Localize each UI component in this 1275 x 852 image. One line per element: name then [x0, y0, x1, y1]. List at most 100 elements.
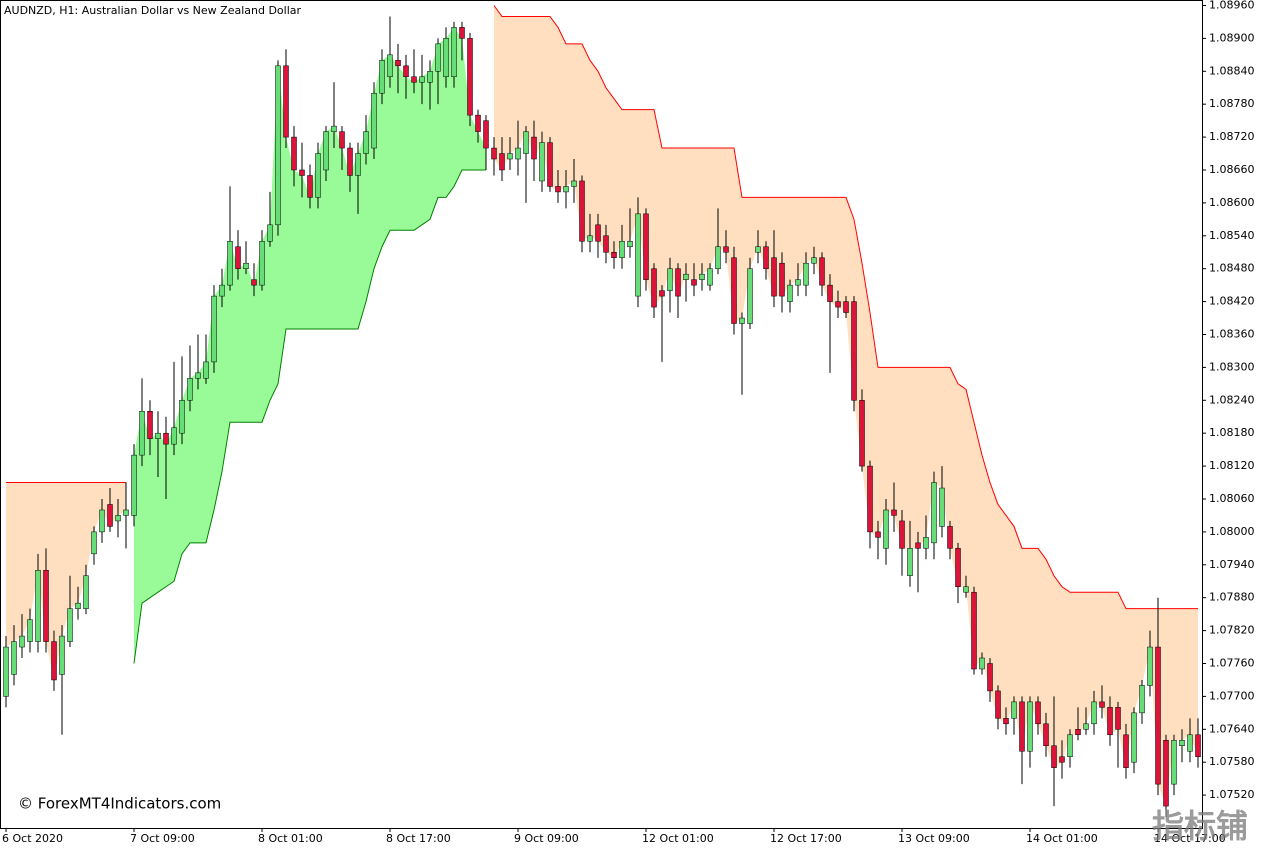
candle-body: [907, 548, 913, 577]
candle-body: [835, 301, 841, 308]
y-tick-label: 1.08060: [1209, 492, 1255, 505]
candle-body: [803, 262, 809, 286]
candle-body: [379, 60, 385, 94]
candle-body: [1123, 734, 1129, 768]
y-tick-label: 1.08300: [1209, 360, 1255, 373]
candle-body: [1027, 701, 1033, 752]
candle-body: [3, 646, 9, 697]
candle-body: [131, 454, 137, 516]
candle-body: [651, 268, 657, 308]
x-tick-label: 6 Oct 2020: [2, 832, 63, 845]
x-tick-label: 9 Oct 09:00: [514, 832, 579, 845]
x-tick-label: 12 Oct 01:00: [642, 832, 714, 845]
candle-body: [611, 251, 617, 258]
candle-body: [955, 548, 961, 587]
candle-body: [1059, 756, 1065, 763]
candle-body: [1091, 701, 1097, 725]
candle-body: [99, 509, 105, 533]
x-tick-label: 14 Oct 17:00: [1154, 832, 1226, 845]
candle-body: [715, 246, 721, 269]
x-tick-label: 14 Oct 01:00: [1026, 832, 1098, 845]
y-tick-label: 1.08660: [1209, 163, 1255, 176]
band-lines: [6, 5, 1198, 664]
candle-body: [451, 27, 457, 78]
candle-body: [859, 400, 865, 467]
candle-body: [539, 142, 545, 182]
candle-body: [499, 153, 505, 171]
candle-body: [507, 153, 513, 160]
y-tick-label: 1.08540: [1209, 229, 1255, 242]
y-tick-label: 1.08000: [1209, 525, 1255, 538]
candle-body: [1155, 646, 1161, 785]
candle-body: [723, 246, 729, 253]
candle-body: [891, 509, 897, 516]
candle-body: [187, 378, 193, 401]
candle-body: [107, 504, 113, 527]
candle-body: [435, 43, 441, 72]
candle-body: [1051, 745, 1057, 768]
y-tick-label: 1.07700: [1209, 689, 1255, 702]
candle-body: [675, 268, 681, 297]
candle-body: [691, 279, 697, 286]
candle-body: [83, 575, 89, 609]
candle-body: [219, 284, 225, 297]
candle-body: [115, 515, 121, 522]
candle-body: [547, 142, 553, 187]
band-fill: [6, 482, 126, 680]
y-tick-label: 1.08960: [1209, 0, 1255, 11]
candle-body: [35, 570, 41, 642]
chart-title: AUDNZD, H1: Australian Dollar vs New Zea…: [4, 4, 302, 17]
y-tick-label: 1.08780: [1209, 97, 1255, 110]
candle-body: [851, 301, 857, 401]
candle-body: [619, 241, 625, 258]
candle-body: [603, 235, 609, 253]
x-tick-label: 13 Oct 09:00: [898, 832, 970, 845]
candle-body: [427, 71, 433, 83]
y-tick-label: 1.08240: [1209, 393, 1255, 406]
candle-body: [707, 268, 713, 286]
y-tick-label: 1.07880: [1209, 591, 1255, 604]
watermark: 指标铺: [1152, 807, 1248, 845]
candle-body: [491, 147, 497, 160]
candle-body: [11, 641, 17, 675]
candle-body: [443, 38, 449, 78]
candle-body: [139, 411, 145, 456]
candle-body: [179, 400, 185, 434]
candle-body: [899, 520, 905, 549]
candle-body: [971, 591, 977, 670]
y-tick-label: 1.08600: [1209, 196, 1255, 209]
band-line: [6, 5, 1198, 610]
candle-body: [995, 690, 1001, 719]
candle-body: [19, 635, 25, 648]
candle-body: [699, 273, 705, 280]
candle-body: [275, 65, 281, 226]
candle-body: [155, 432, 161, 439]
y-tick-label: 1.07820: [1209, 624, 1255, 637]
candle-body: [923, 537, 929, 549]
candle-body: [331, 125, 337, 132]
candle-body: [75, 602, 81, 609]
y-tick-label: 1.08480: [1209, 262, 1255, 275]
candle-body: [531, 136, 537, 160]
candle-body: [1035, 701, 1041, 725]
candle-body: [739, 317, 745, 324]
band-line: [133, 169, 486, 664]
candle-body: [163, 432, 169, 445]
candle-body: [755, 246, 761, 253]
y-tick-label: 1.07520: [1209, 788, 1255, 801]
candle-body: [195, 372, 201, 379]
candle-body: [227, 241, 233, 286]
candle-body: [347, 147, 353, 176]
candle-body: [243, 262, 249, 269]
candle-body: [779, 262, 785, 297]
candle-body: [555, 186, 561, 193]
candle-body: [307, 175, 313, 198]
candle-body: [67, 608, 73, 642]
x-tick-label: 7 Oct 09:00: [130, 832, 195, 845]
candle-body: [283, 65, 289, 138]
candle-body: [1171, 740, 1177, 785]
copyright: © ForexMT4Indicators.com: [18, 795, 221, 813]
candle-body: [475, 114, 481, 132]
candle-body: [1011, 701, 1017, 719]
